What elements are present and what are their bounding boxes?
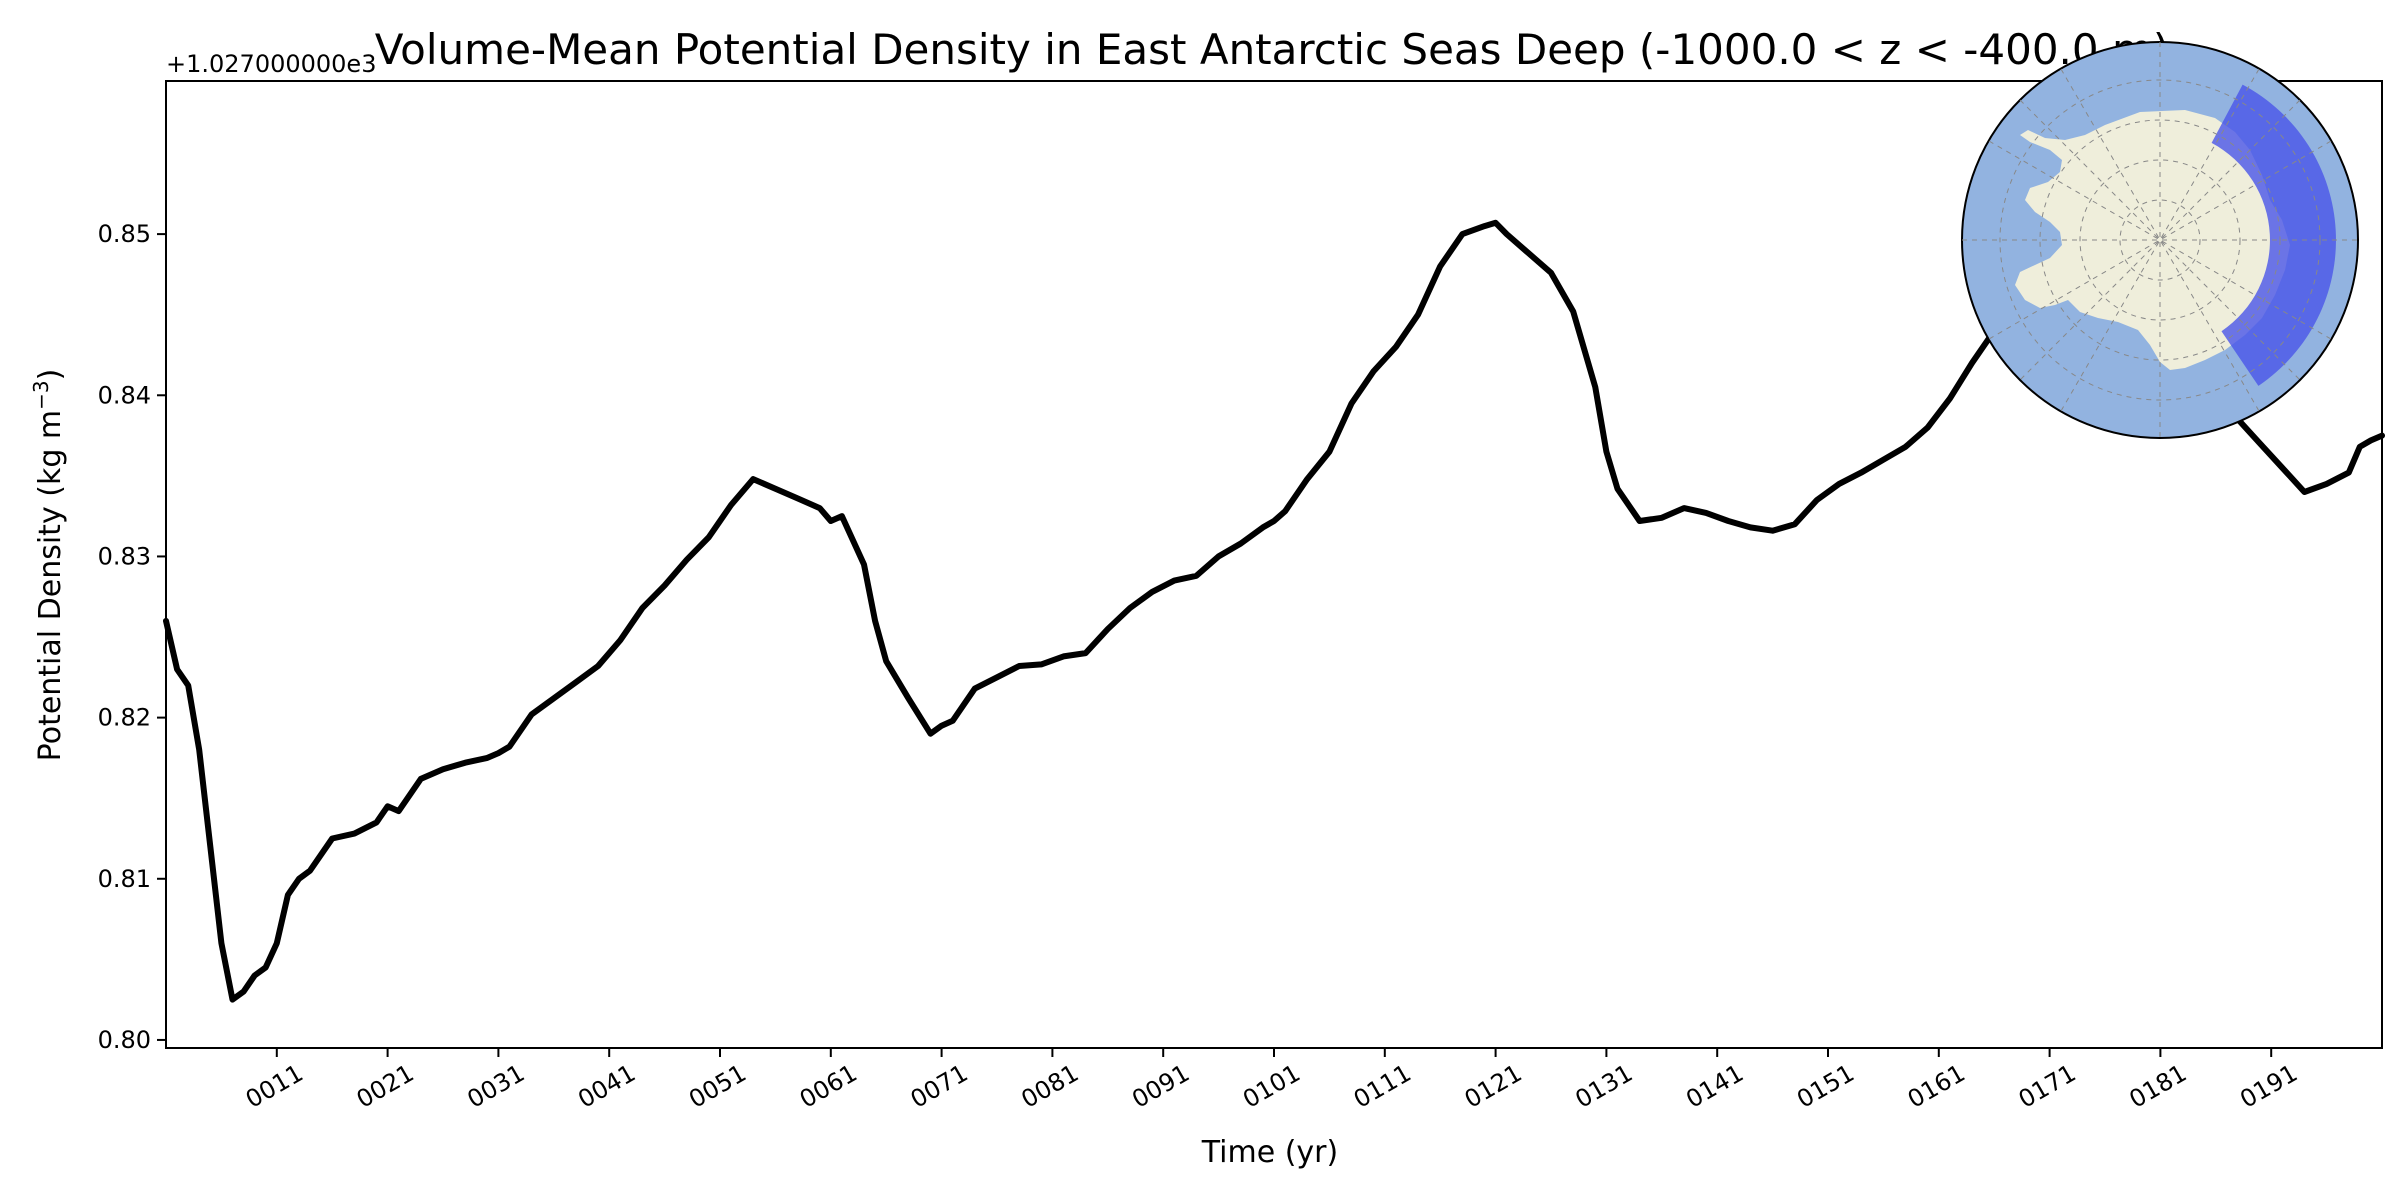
x-tick-label: 0081: [1017, 1059, 1084, 1114]
y-tick-label: 0.85: [98, 220, 151, 248]
x-axis-label: Time (yr): [1201, 1135, 1338, 1170]
y-tick-label: 0.83: [98, 542, 151, 570]
y-tick-label: 0.80: [98, 1026, 151, 1054]
antarctica-inset-map-icon: [1961, 41, 2359, 439]
x-tick-label: 0011: [241, 1059, 308, 1114]
y-tick-label: 0.81: [98, 865, 151, 893]
x-tick-label: 0051: [684, 1059, 751, 1114]
x-tick-label: 0021: [352, 1059, 419, 1114]
x-tick-label: 0071: [906, 1059, 973, 1114]
x-tick-label: 0191: [2235, 1059, 2302, 1114]
x-tick-label: 0141: [1681, 1059, 1748, 1114]
x-axis: 0011 0021 0031 0041 0051 0061 0071 0081 0091 0101…: [241, 1048, 2302, 1114]
x-tick-label: 0131: [1571, 1059, 1638, 1114]
x-tick-label: 0111: [1349, 1059, 1416, 1114]
chart-title: Volume-Mean Potential Density in East An…: [375, 25, 2170, 74]
x-tick-label: 0121: [1460, 1059, 1527, 1114]
y-axis-label: Potential Density (kg m−3): [29, 369, 68, 762]
x-tick-label: 0101: [1238, 1059, 1305, 1114]
x-tick-label: 0091: [1127, 1059, 1194, 1114]
y-axis: 0.80 0.81 0.82 0.83 0.84 0.85: [98, 220, 166, 1054]
east-antarctic-region: [2211, 84, 2336, 386]
data-series-line: [163, 219, 2385, 1003]
x-tick-label: 0161: [1903, 1059, 1970, 1114]
x-tick-label: 0031: [463, 1059, 530, 1114]
x-tick-label: 0041: [573, 1059, 640, 1114]
x-tick-label: 0151: [1792, 1059, 1859, 1114]
x-tick-label: 0171: [2014, 1059, 2081, 1114]
map-graticule: [1962, 42, 2358, 438]
y-tick-label: 0.84: [98, 381, 151, 409]
x-tick-label: 0181: [2125, 1059, 2192, 1114]
y-offset-text: +1.027000000e3: [166, 50, 376, 78]
x-tick-label: 0061: [795, 1059, 862, 1114]
y-tick-label: 0.82: [98, 704, 151, 732]
